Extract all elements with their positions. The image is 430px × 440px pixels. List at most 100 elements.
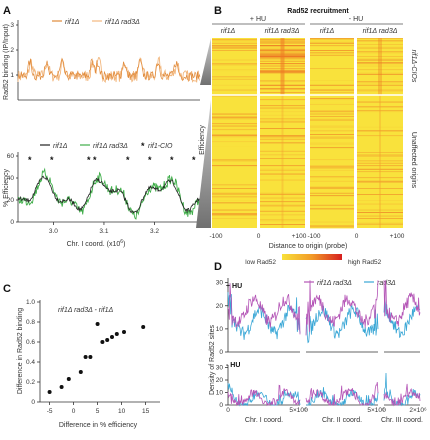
heatmap-row [357,110,403,111]
scatter-xtick: 0 [72,408,76,415]
heatmap-row [260,158,305,159]
heatmap-row [212,194,257,195]
heatmap-row [260,114,305,116]
heatmap-row [310,165,354,167]
heatmap-row [212,196,257,198]
heatmap-row [212,135,257,137]
cio-star-icon: * [28,155,32,165]
heatmap-row [212,160,257,162]
legend-eff-rif1: rif1Δ [53,143,68,150]
panel-c-label: C [3,283,11,295]
scatter-point [59,385,64,389]
heatmap-row [357,89,403,91]
heatmap-row [212,50,257,51]
condition-d-minus-hu: - HU [226,362,240,369]
condition-d-plus-hu: + HU [226,283,242,290]
scatter-annotation: rif1Δ rad3Δ - rif1Δ [58,307,113,314]
heatmap-row [357,222,403,224]
heatmap-row [212,76,257,78]
a-bottom-ytick: 40 [7,175,15,182]
genotype-rif1-hu: rif1Δ [221,28,236,35]
heatmap-xtick: +100 [292,233,307,240]
panel-d-label: D [214,261,222,273]
heatmap-row [310,98,354,99]
heatmap-row [212,195,257,197]
heatmap-xtick: -100 [209,233,222,240]
heatmap-row [310,136,354,138]
heatmap-row [310,170,354,171]
heatmap-row [357,82,403,84]
heatmap-row [260,118,305,120]
heatmap-row [357,165,403,167]
heatmap-row [260,197,305,199]
heatmap-row [310,68,354,69]
heatmap-row [357,81,403,83]
heatmap-row [357,215,403,217]
scatter-point [122,330,126,334]
density-ytick: 30 [216,280,224,287]
heatmap-row [357,188,403,189]
heatmap-row [357,182,403,183]
heatmap-row [357,38,403,39]
cio-star-icon: * [87,155,91,165]
heatmap-row [357,154,403,156]
heatmap-row [310,221,354,223]
panel-a-bottom-xlabel: Chr. I coord. (x106) [67,239,126,248]
density-trace-rif1rad3 [305,280,379,336]
heatmap-row [357,111,403,113]
heatmap-row [212,192,257,194]
density-trace-rad3 [227,292,301,340]
density-trace-rif1rad3 [227,384,301,407]
scatter-ytick: 0 [31,399,35,406]
heatmap-row [260,210,305,212]
density-ytick: 10 [216,326,224,333]
heatmap-row [212,136,257,138]
heatmap-row [357,40,403,42]
heatmap-row [310,186,354,188]
heatmap-row [357,135,403,137]
heatmap-row [212,64,257,66]
heatmap-row [212,141,257,143]
density-zero-tick: 0 [226,407,230,414]
density-end-tick: 2×10⁶ [409,407,427,414]
heatmap-row [357,74,403,75]
a-top-ytick: 1 [10,72,14,79]
heatmap-row [357,63,403,65]
heatmap-row [310,111,354,113]
heatmap-row [357,200,403,201]
efficiency-trace-rif1rad3 [17,167,201,220]
heatmap-row [260,206,305,207]
heatmap-row [212,213,257,215]
heatmap-row [260,192,305,194]
heatmap-row [357,212,403,213]
density-trace-rif1rad3 [383,280,421,327]
density-ytick: 20 [216,303,224,310]
heatmap-row [212,89,257,91]
heatmap-row [260,122,305,123]
origin-hotspot [281,95,284,228]
heatmap-row [357,106,403,108]
heatmap-row [310,99,354,101]
heatmap-row [310,188,354,189]
genotype-rif1rad3-hu: rif1Δ rad3Δ [265,28,300,35]
heatmap-row [310,147,354,149]
heatmap-row [357,69,403,71]
heatmap-row [260,224,305,225]
heatmap-row [357,209,403,211]
heatmap-row [310,204,354,206]
heatmap-row [310,180,354,182]
density-xlabel: Chr. III coord. [381,417,423,424]
heatmap-row [310,192,354,194]
heatmap-xtick: -100 [307,233,320,240]
heatmap-row [260,165,305,167]
heatmap-row [212,47,257,49]
heatmap-row [212,146,257,147]
heatmap-row [357,101,403,103]
heatmap-column [310,38,354,228]
heatmap-row [212,159,257,161]
heatmap-row [357,58,403,60]
colorbar [282,254,342,260]
scatter-xtick: 15 [142,408,150,415]
heatmap-cells [212,38,403,229]
